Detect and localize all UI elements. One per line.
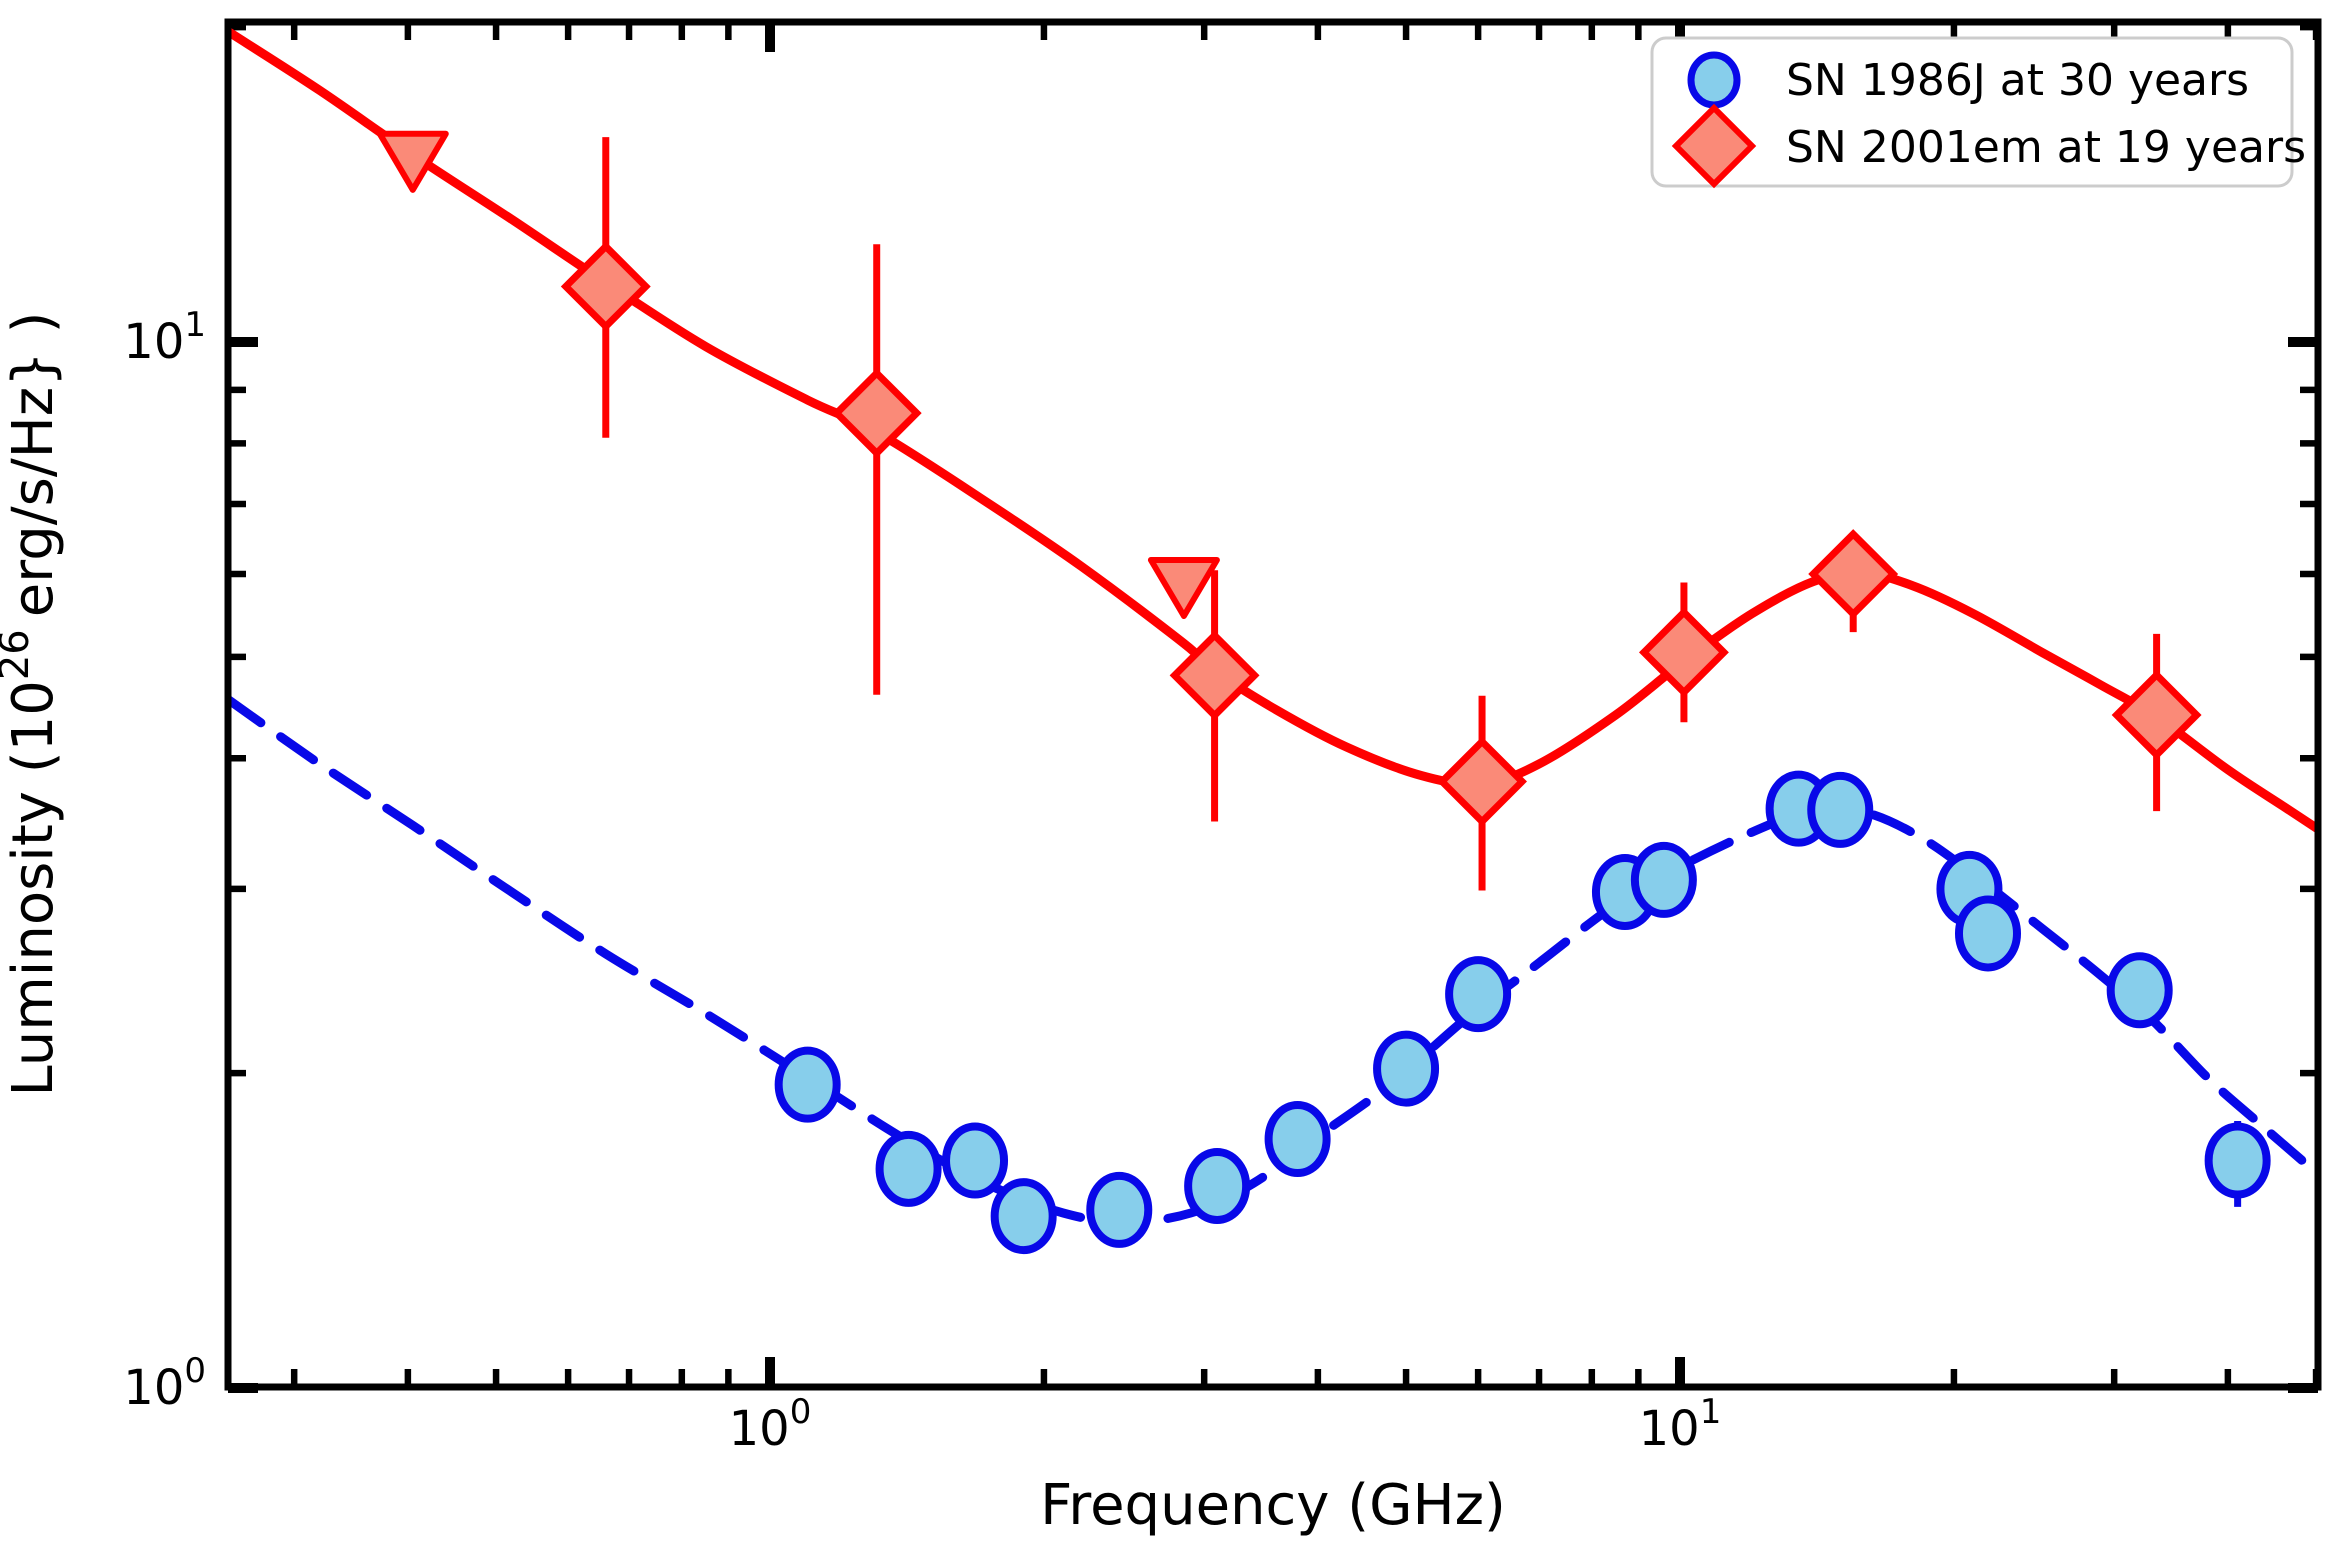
legend-item-sn2001em: SN 2001em at 19 years [1671,103,2306,189]
y-axis-label-prefix: Luminosity (10 [1,680,66,1096]
legend-item-sn1986j: SN 1986J at 30 years [1687,51,2249,109]
upper-limit-triangle-icon [1147,557,1220,620]
data-markers [376,130,2271,1255]
y-axis-label: Luminosity (1026 erg/s/Hz} ) [0,312,66,1097]
y-axis-label-exponent: 26 [0,629,38,680]
sn2001em-data-point [1808,529,1899,620]
upper-limit-triangle-icon [376,130,449,193]
sn1986j-data-point [1630,841,1697,918]
sn1986j-data-point [942,1122,1009,1199]
sn1986j-data-point [774,1046,841,1123]
legend-box [1650,36,2294,188]
tick-label: 100 [123,1351,206,1416]
tick-labels: 100 101 100 101 [123,305,1721,1457]
sn1986j-data-point [1807,771,1874,848]
sn2001em-data-point [2111,669,2202,760]
sn1986j-data-point [1264,1101,1331,1178]
sn1986j-data-point [990,1178,1057,1255]
sn2001em-data-point [1169,630,1260,721]
sn1986j-data-point [875,1130,942,1207]
legend: SN 1986J at 30 years SN 2001em at 19 yea… [1650,36,2306,189]
sn1986j-data-point [1184,1147,1251,1224]
sn1986j-data-point [2106,952,2173,1029]
sn2001em-data-point [831,368,922,459]
diamond-marker-icon [1671,103,1757,189]
tick-label: 101 [1639,1392,1722,1457]
tick-label: 100 [729,1392,812,1457]
sn2001em-fit-curve [228,27,2318,834]
sn1986j-data-point [1086,1171,1153,1248]
y-axis-label-suffix: erg/s/Hz} ) [1,312,66,618]
sn2001em-data-point [1437,736,1527,827]
sn2001em-data-point [1638,607,1729,698]
sn1986j-data-point [1373,1030,1440,1107]
legend-label-sn1986j: SN 1986J at 30 years [1786,55,2249,106]
x-axis-label: Frequency (GHz) [1040,1473,1506,1538]
sn1986j-data-point [1445,956,1512,1033]
sn1986j-data-point [1954,895,2021,972]
circle-marker-icon [1687,51,1741,109]
sn1986j-data-point [2204,1122,2271,1199]
tick-label: 101 [123,305,206,370]
legend-label-sn2001em: SN 2001em at 19 years [1786,122,2306,173]
sn2001em-data-point [560,241,651,332]
plot-frame [224,18,2322,1391]
